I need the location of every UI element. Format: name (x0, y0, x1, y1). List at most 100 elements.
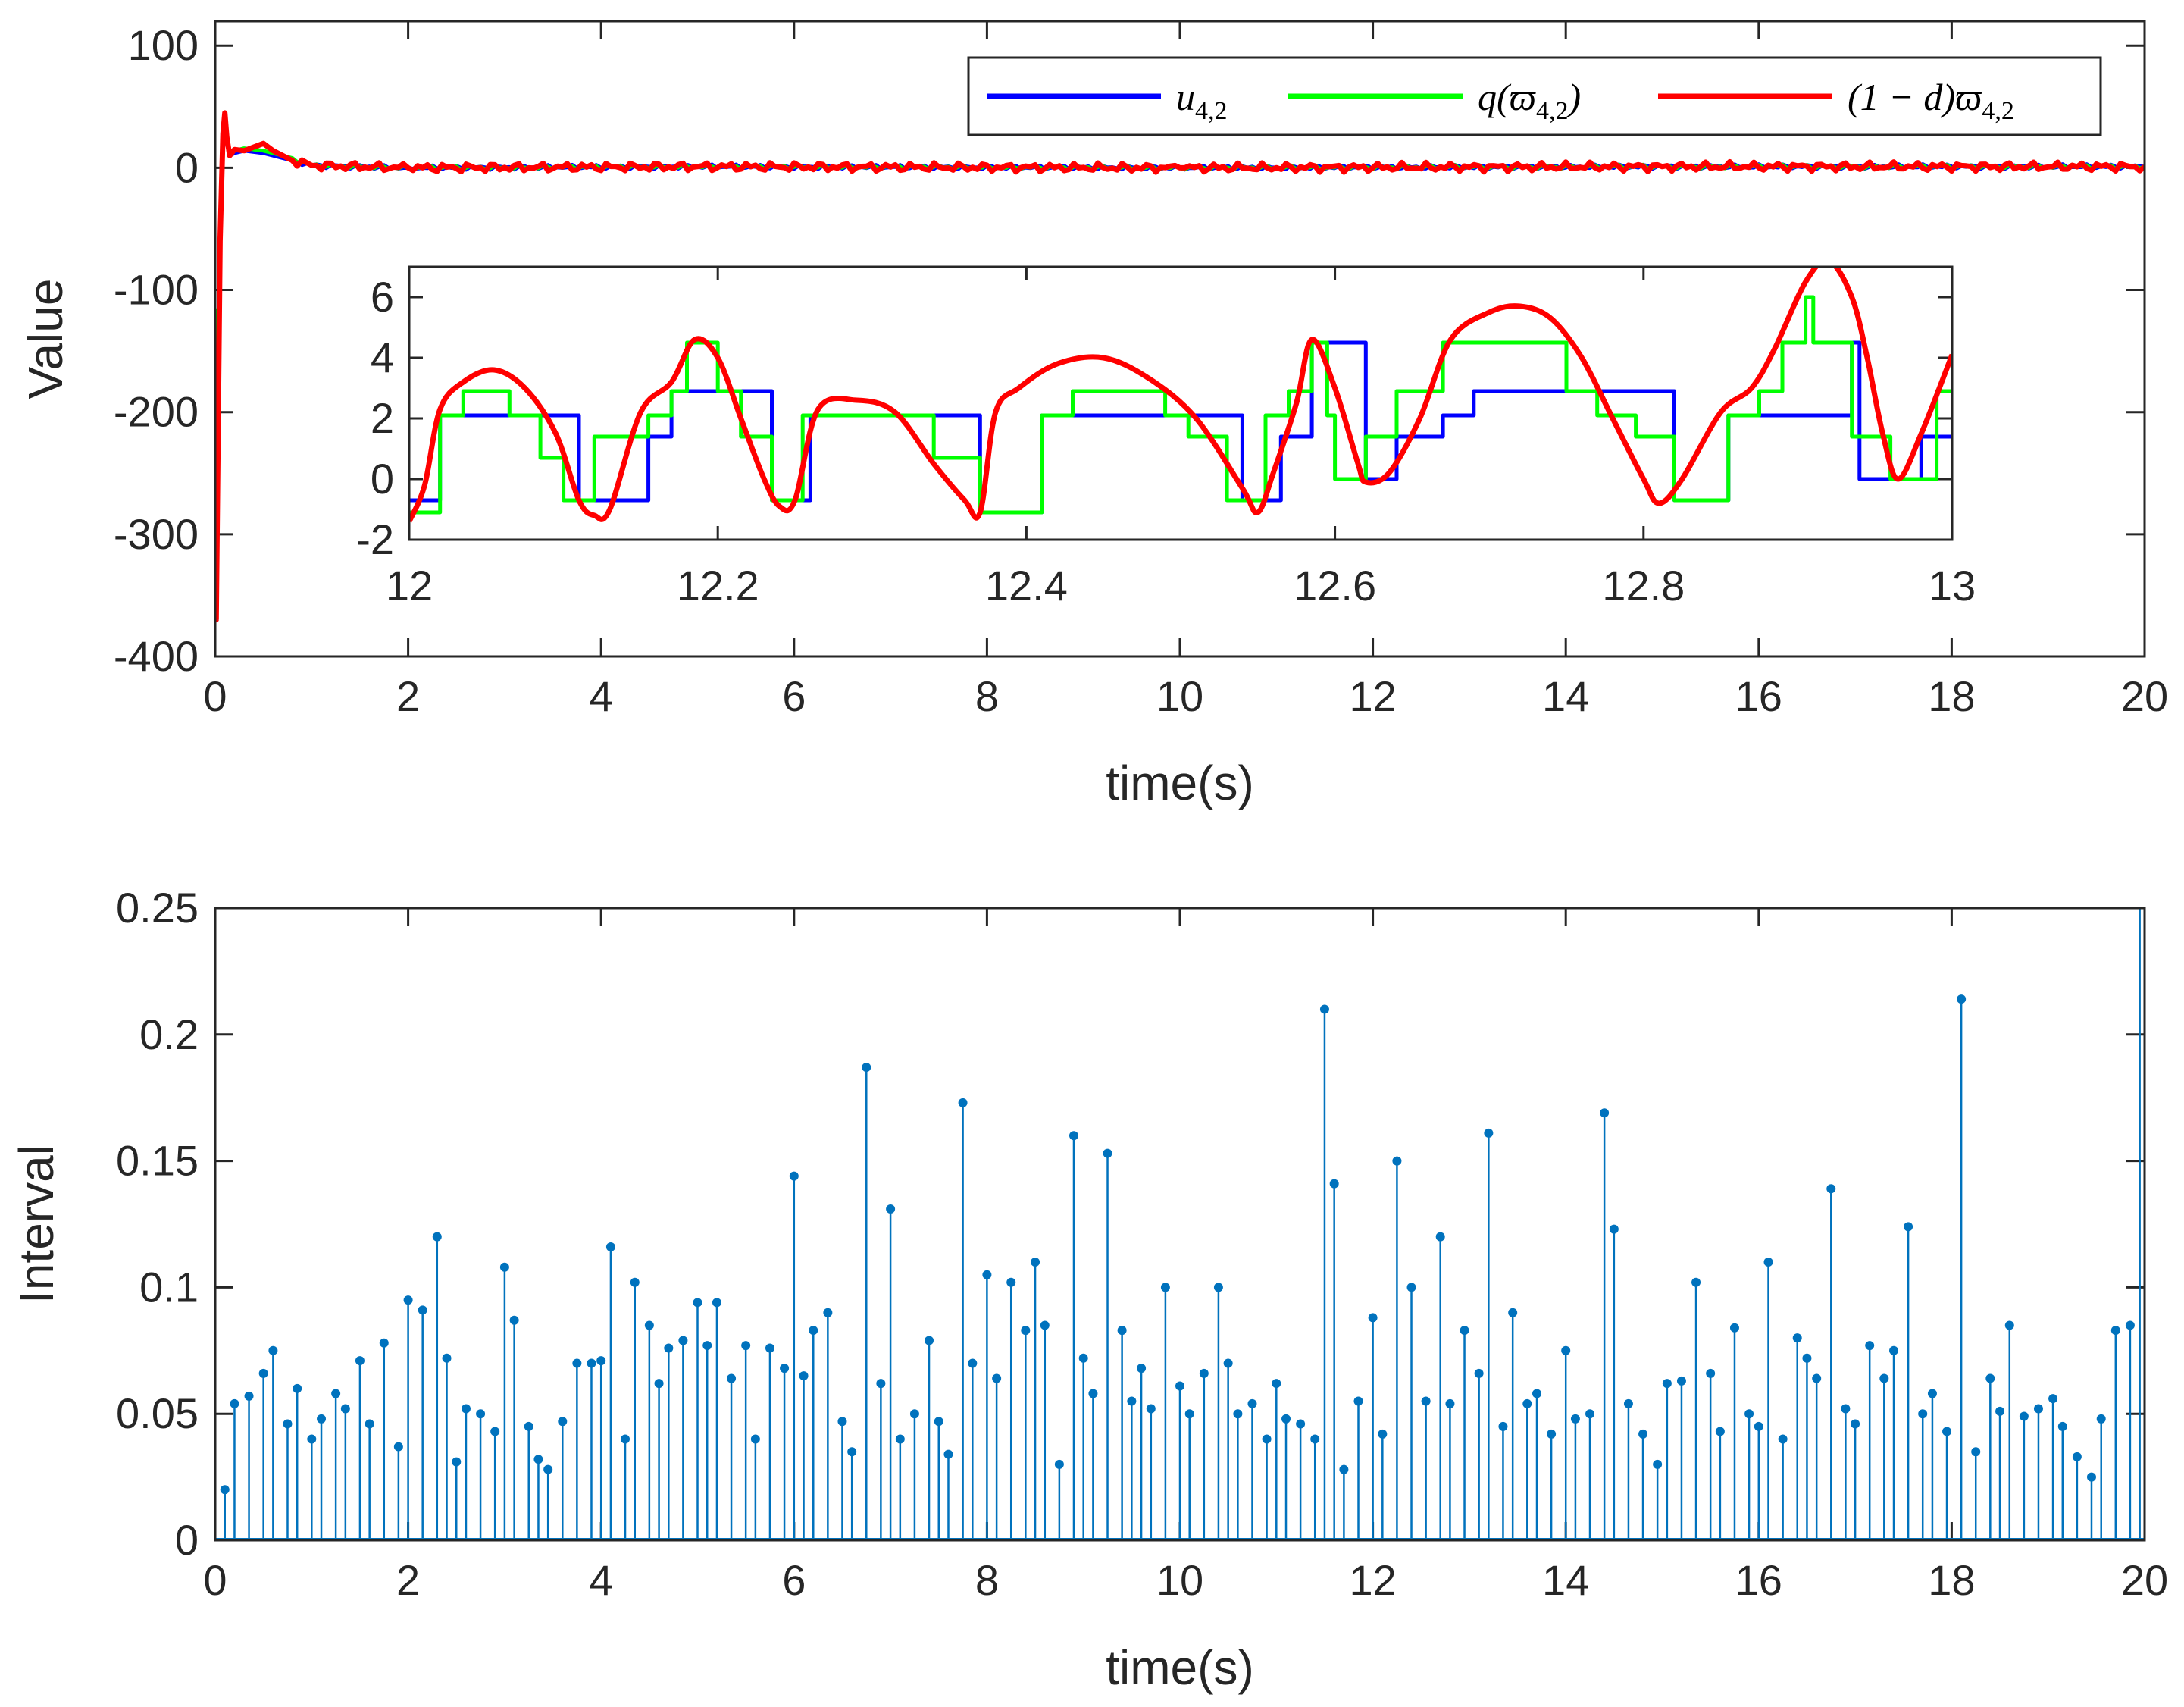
top-y-axis-label: Value (18, 279, 73, 399)
stem-marker (862, 1063, 871, 1073)
stem-marker (1421, 1396, 1431, 1406)
stem-marker (1812, 1373, 1822, 1383)
stem-marker (837, 1417, 847, 1427)
bottom-y-axis-label: Interval (9, 1145, 64, 1304)
inset-x-tick-label: 12.4 (985, 562, 1068, 609)
stem-marker (1532, 1389, 1542, 1398)
top-x-axis-label: time(s) (1106, 756, 1254, 810)
stem-marker (418, 1305, 427, 1315)
stem-marker (365, 1419, 374, 1429)
stem-marker (403, 1295, 413, 1305)
stem-marker (968, 1358, 978, 1368)
top-series-line-3 (215, 110, 2145, 623)
stem-marker (1676, 1376, 1686, 1386)
top-x-tick-label: 20 (2121, 672, 2168, 720)
stem-marker (1985, 1373, 1995, 1383)
stem-marker (543, 1464, 553, 1474)
stem-marker (789, 1171, 799, 1181)
stem-marker (712, 1298, 721, 1308)
stem-marker (1247, 1398, 1257, 1408)
top-x-tick-label: 14 (1542, 672, 1589, 720)
inset-x-tick-label: 12.6 (1294, 562, 1376, 609)
top-x-tick-label: 16 (1735, 672, 1782, 720)
stem-marker (1995, 1406, 2005, 1416)
stem-marker (355, 1356, 365, 1366)
stem-marker (1184, 1409, 1194, 1419)
stem-marker (2125, 1320, 2135, 1330)
stem-marker (1570, 1414, 1580, 1424)
stem-marker (727, 1373, 737, 1383)
bottom-chart: 0 2 4 6 8 10 12 14 16 18 20 0 0.05 0.1 0.15 0.2 0.25 tim… (9, 884, 2168, 1695)
stem-marker (442, 1353, 452, 1363)
stem-marker (1498, 1421, 1508, 1431)
inset-axes-box (408, 265, 1954, 541)
stem-marker (2110, 1326, 2120, 1336)
legend-label-varpi: (1 − d)ϖ4,2 (1848, 76, 2014, 125)
stem-marker (1353, 1396, 1363, 1406)
stem-marker (1223, 1358, 1233, 1368)
stem-marker (2057, 1421, 2067, 1431)
stem-marker (1561, 1345, 1571, 1355)
stem-marker (1392, 1156, 1402, 1166)
stem-marker (1623, 1398, 1633, 1408)
legend-label-u: u4,2 (1176, 76, 1228, 125)
stem-marker (1199, 1368, 1209, 1378)
stem-marker (1281, 1414, 1291, 1424)
stem-marker (895, 1434, 905, 1444)
stem-marker (654, 1379, 664, 1389)
stem-marker (393, 1442, 403, 1452)
stem-marker (644, 1320, 654, 1330)
inset-x-tick-label: 12.2 (677, 562, 759, 609)
stem-marker (1792, 1333, 1802, 1343)
stem-marker (1802, 1353, 1812, 1363)
stem-marker (1031, 1258, 1040, 1267)
stem-marker (1435, 1232, 1445, 1242)
top-x-tick-label: 12 (1349, 672, 1396, 720)
stem-marker (558, 1417, 568, 1427)
stem-marker (621, 1434, 630, 1444)
stem-marker (809, 1326, 818, 1336)
bottom-x-tick-label: 8 (975, 1556, 999, 1604)
stem-marker (678, 1336, 688, 1345)
stem-marker (1889, 1345, 1899, 1355)
stem-marker (750, 1434, 760, 1444)
stem-marker (1474, 1368, 1484, 1378)
stem-marker (741, 1341, 751, 1351)
inset-plot-area (409, 267, 1952, 523)
bottom-plot-area (215, 908, 2145, 1540)
stem-marker (1841, 1404, 1851, 1414)
stem-marker (230, 1398, 239, 1408)
stem-marker (2019, 1411, 2029, 1421)
inset-y-tick-label: 2 (371, 394, 394, 442)
stem-marker (1971, 1447, 1981, 1457)
stem-marker (572, 1358, 582, 1368)
top-x-tick-label: 8 (975, 672, 999, 720)
bottom-y-tick-label: 0.15 (116, 1137, 199, 1185)
bottom-axes-box (214, 907, 2146, 1542)
stem-marker (1160, 1283, 1170, 1292)
stem-marker (1103, 1148, 1112, 1158)
stem-marker (268, 1345, 278, 1355)
stem-marker (1006, 1277, 1016, 1287)
inset-tick-labels: 12 12.2 12.4 12.6 12.8 13 -2 0 2 4 6 (356, 273, 1976, 609)
inset-x-tick-label: 13 (1929, 562, 1976, 609)
stem-marker (432, 1232, 442, 1242)
stem-marker (1600, 1108, 1610, 1118)
bottom-x-tick-label: 0 (203, 1556, 227, 1604)
stem-marker (1146, 1404, 1156, 1414)
stem-marker (1754, 1421, 1763, 1431)
stem-marker (1378, 1429, 1388, 1439)
stem-marker (1368, 1313, 1378, 1323)
stem-marker (847, 1447, 857, 1457)
stem-marker (702, 1341, 712, 1351)
stem-marker (1117, 1326, 1127, 1336)
stem-marker (220, 1485, 230, 1495)
inset-series-line-3 (409, 267, 1952, 523)
stem-marker (317, 1414, 327, 1424)
stem-marker (909, 1409, 919, 1419)
top-y-tick-label: -200 (114, 388, 199, 436)
inset-y-tick-label: 4 (371, 334, 394, 381)
bottom-x-tick-label: 20 (2121, 1556, 2168, 1604)
top-y-tick-label: -400 (114, 632, 199, 680)
stem-marker (1691, 1277, 1701, 1287)
